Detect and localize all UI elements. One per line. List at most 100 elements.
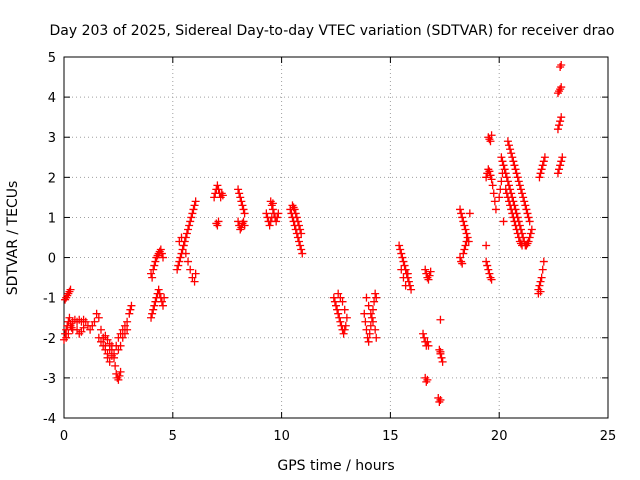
data-point (116, 367, 125, 376)
data-point (120, 329, 129, 338)
data-point (556, 85, 565, 94)
data-point (539, 157, 548, 166)
data-point (482, 241, 491, 250)
data-point (176, 253, 185, 262)
data-point (291, 209, 300, 218)
data-point (512, 225, 521, 234)
data-point (157, 249, 166, 258)
data-point (272, 217, 281, 226)
data-point (557, 157, 566, 166)
data-point (436, 347, 445, 356)
data-points (60, 61, 567, 406)
data-point (371, 325, 380, 334)
data-point (153, 251, 162, 260)
data-point (214, 217, 223, 226)
data-point (336, 317, 345, 326)
data-point (115, 371, 124, 380)
data-point (518, 241, 527, 250)
data-point (105, 339, 114, 348)
data-point (423, 375, 432, 384)
data-point (459, 217, 468, 226)
data-point (396, 245, 405, 254)
x-axis-title: GPS time / hours (277, 458, 394, 474)
data-point (536, 287, 545, 296)
data-point (482, 257, 491, 266)
y-tick-label: -1 (43, 292, 56, 307)
data-point (372, 333, 381, 342)
plot-frame (63, 56, 609, 419)
data-point (288, 201, 297, 210)
data-point (213, 221, 222, 230)
y-tick-label: 1 (48, 211, 56, 226)
data-point (190, 201, 199, 210)
data-point (99, 341, 108, 350)
data-point (342, 313, 351, 322)
data-point (435, 397, 444, 406)
data-point (457, 257, 466, 266)
data-point (366, 309, 375, 318)
data-point (553, 169, 562, 178)
data-point (489, 189, 498, 198)
data-point (191, 269, 200, 278)
data-point (423, 337, 432, 346)
data-point (495, 193, 504, 202)
data-point (101, 331, 110, 340)
data-point (503, 193, 512, 202)
data-point (499, 217, 508, 226)
data-point (114, 345, 123, 354)
data-point (361, 317, 370, 326)
data-point (190, 277, 199, 286)
data-point (508, 153, 517, 162)
data-point (88, 321, 97, 330)
data-point (298, 249, 307, 258)
data-point (175, 257, 184, 266)
data-point (114, 375, 123, 384)
data-point (339, 329, 348, 338)
data-point (539, 257, 548, 266)
x-tick-label: 5 (169, 429, 177, 444)
data-point (157, 297, 166, 306)
data-point (516, 185, 525, 194)
data-point (147, 269, 156, 278)
x-tick-labels: 0 5 10 15 20 25 (60, 429, 616, 444)
y-tick-label: 2 (48, 171, 56, 186)
data-point (513, 229, 522, 238)
data-point (500, 165, 509, 174)
data-point (362, 325, 371, 334)
data-point (160, 293, 169, 302)
data-point (422, 377, 431, 386)
data-point (555, 121, 564, 130)
data-point (187, 213, 196, 222)
data-point (236, 225, 245, 234)
data-point (504, 141, 513, 150)
y-tick-labels: -4 -3 -2 -1 0 1 2 3 4 5 (43, 51, 56, 427)
data-point (295, 221, 304, 230)
data-point (367, 313, 376, 322)
data-point (368, 317, 377, 326)
data-point (504, 197, 513, 206)
data-point (184, 257, 193, 266)
data-point (536, 277, 545, 286)
data-point (499, 161, 508, 170)
data-point (123, 317, 132, 326)
data-point (103, 335, 112, 344)
data-point (487, 175, 496, 184)
data-point (188, 209, 197, 218)
data-point (218, 191, 227, 200)
data-point (365, 329, 374, 338)
data-point (456, 205, 465, 214)
data-point (290, 205, 299, 214)
data-point (186, 265, 195, 274)
data-point (510, 161, 519, 170)
data-point (401, 281, 410, 290)
data-point (519, 193, 528, 202)
data-point (540, 153, 549, 162)
data-point (557, 83, 566, 92)
data-point (486, 137, 495, 146)
data-point (148, 309, 157, 318)
data-point (151, 257, 160, 266)
data-point (502, 173, 511, 182)
data-point (330, 297, 339, 306)
data-point (159, 253, 168, 262)
